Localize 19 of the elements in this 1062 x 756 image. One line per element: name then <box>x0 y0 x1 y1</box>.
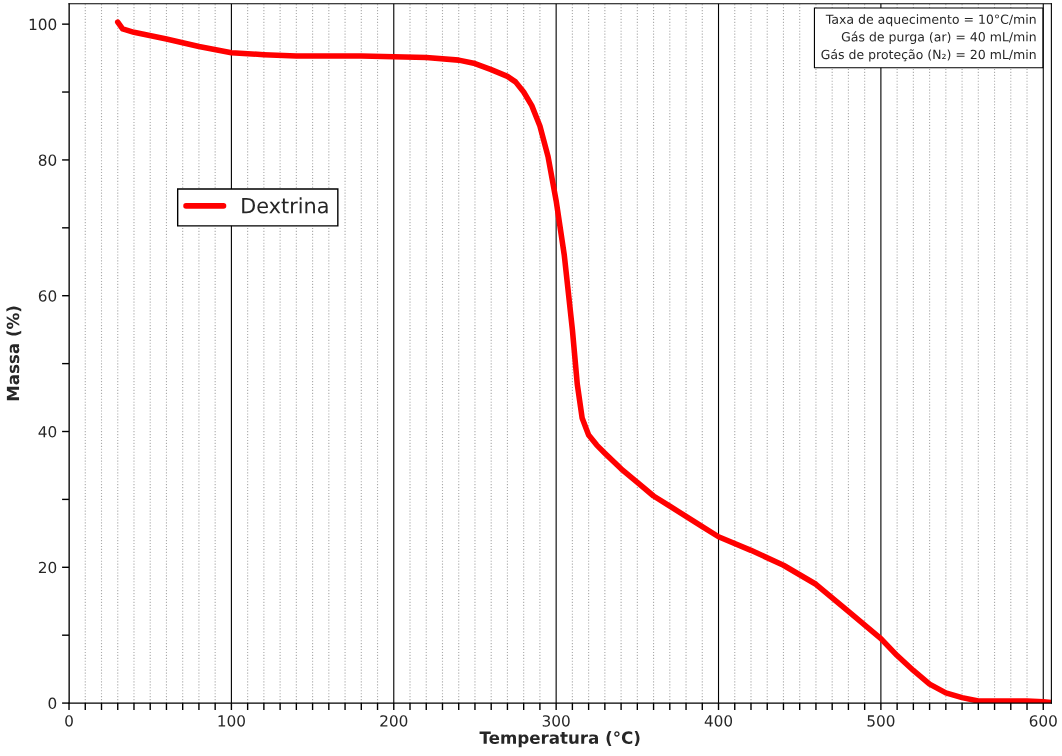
x-tick-label: 600 <box>1029 715 1057 727</box>
annotation: Gás de purga (ar) = 40 mL/min <box>841 31 1036 44</box>
legend-label: Dextrina <box>242 197 328 214</box>
annotation: Taxa de aquecimento = 10°C/min <box>825 14 1036 27</box>
y-tick-label: 20 <box>38 561 57 574</box>
x-axis-title: Temperatura (°C) <box>479 731 640 748</box>
y-tick-label: 100 <box>29 18 57 31</box>
y-tick-label: 60 <box>38 290 57 302</box>
x-tick-label: 300 <box>542 715 570 727</box>
x-tick-label: 0 <box>65 715 73 727</box>
y-tick-label: 80 <box>38 154 57 166</box>
y-axis-title: Massa (%) <box>6 306 22 401</box>
y-tick-label: 0 <box>48 697 57 710</box>
x-tick-label: 200 <box>380 715 408 727</box>
x-tick-label: 500 <box>867 715 895 727</box>
x-tick-label: 400 <box>704 715 733 727</box>
y-tick-label: 40 <box>38 425 57 438</box>
x-tick-label: 100 <box>218 715 245 727</box>
annotation: Gás de proteção (N₂) = 20 mL/min <box>821 48 1036 62</box>
